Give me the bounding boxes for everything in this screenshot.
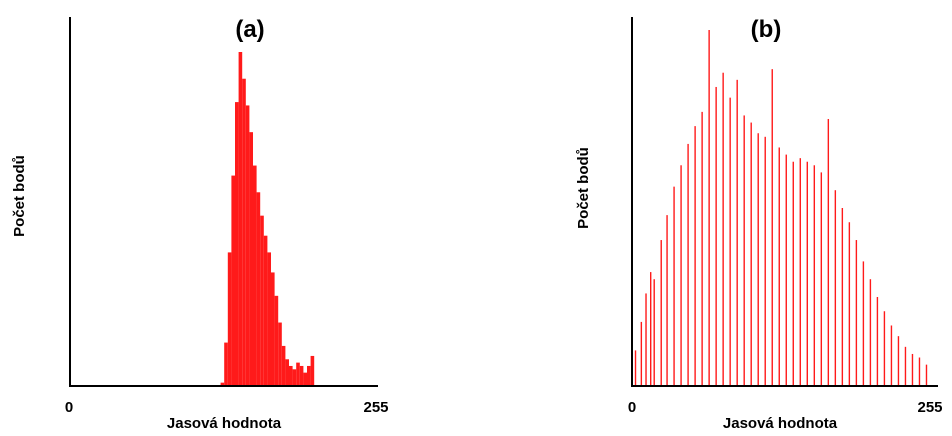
histogram-bar-b [897, 336, 900, 386]
histogram-bar-b [841, 208, 844, 386]
histogram-bar-b [883, 311, 886, 386]
histogram-bar-b [736, 79, 738, 386]
histogram-bar-b [715, 86, 717, 387]
histogram-bar-b [890, 325, 893, 386]
histogram-bar-a [303, 372, 307, 386]
histogram-bar-b [918, 357, 921, 386]
histogram-bar-a [289, 365, 293, 386]
histogram-bar-a [235, 102, 239, 386]
histogram-bar-b [876, 297, 879, 386]
histogram-bar-a [296, 362, 300, 386]
histogram-bar-a [224, 342, 228, 386]
x-tick-label-min-a: 0 [65, 399, 73, 416]
histogram-bar-a [238, 52, 243, 386]
x-tick-label-min-b: 0 [628, 399, 636, 416]
x-tick-label-max-a: 255 [363, 399, 388, 416]
histogram-bar-b [634, 350, 637, 386]
histogram-bar-b [820, 172, 823, 386]
histogram-bar-a [267, 252, 271, 386]
histogram-bar-b [645, 293, 647, 386]
histogram-bar-b [792, 161, 794, 386]
histogram-bar-b [904, 346, 907, 386]
histogram-bar-b [729, 97, 731, 386]
histogram-bar-a [285, 359, 289, 386]
histogram-bar-a [281, 345, 286, 386]
histogram-bar-a [307, 365, 311, 386]
histogram-bar-b [708, 30, 710, 386]
bars-group-b [634, 30, 928, 387]
histogram-bar-b [694, 126, 696, 387]
histogram-bar-b [680, 165, 682, 386]
histogram-bar-b [743, 115, 745, 386]
chart-title-a: (a) [235, 16, 264, 43]
histogram-bar-b [750, 122, 752, 386]
x-axis-label-a: Jasová hodnota [167, 415, 282, 432]
histogram-panel-a: (a) 0 255 Jasová hodnota Počet bodů [11, 16, 389, 432]
histogram-chart-b: (b) 0 255 Jasová hodnota Počet bodů [575, 16, 943, 432]
histogram-bar-b [722, 72, 724, 386]
histogram-bar-b [757, 133, 759, 386]
histogram-bar-a [242, 78, 246, 386]
histogram-bar-a [274, 295, 279, 386]
histogram-bar-b [764, 136, 766, 386]
histogram-bar-b [925, 364, 928, 386]
y-axis-label-a: Počet bodů [11, 155, 28, 237]
histogram-bar-b [827, 119, 830, 386]
histogram-bar-b [666, 215, 668, 386]
histogram-bar-b [806, 161, 808, 386]
histogram-bar-a [263, 235, 268, 386]
histogram-bar-b [660, 240, 662, 386]
histogram-bar-b [701, 111, 703, 386]
histogram-bar-b [799, 158, 801, 386]
histogram-bar-a [245, 105, 250, 386]
histogram-bar-a [220, 382, 225, 386]
histogram-bar-b [771, 69, 773, 386]
histogram-bar-a [292, 369, 297, 386]
x-axis-label-b: Jasová hodnota [723, 415, 838, 432]
histogram-bar-a [299, 365, 304, 386]
histogram-panel-b: (b) 0 255 Jasová hodnota Počet bodů [476, 0, 952, 436]
histogram-bar-b [834, 190, 837, 386]
histogram-bar-a [249, 132, 253, 386]
histogram-bar-a [256, 192, 261, 386]
histogram-bar-b [640, 321, 643, 386]
histogram-bar-b [653, 279, 655, 386]
x-tick-label-max-b: 255 [917, 399, 942, 416]
histogram-bar-b [650, 272, 652, 386]
histogram-bar-a [310, 355, 315, 386]
histogram-bar-b [862, 261, 865, 386]
chart-title-b: (b) [751, 16, 782, 43]
histogram-bar-b [848, 222, 851, 386]
histogram-bar-b [855, 240, 858, 386]
y-axis-label-b: Počet bodů [575, 147, 592, 229]
histogram-bar-a [260, 215, 264, 386]
histogram-bar-b [813, 165, 816, 386]
histogram-bar-a [271, 272, 275, 386]
histogram-bar-a [227, 252, 232, 386]
histogram-bar-a [278, 322, 282, 386]
histogram-bar-b [778, 147, 780, 386]
histogram-chart-a: (a) 0 255 Jasová hodnota Počet bodů [11, 16, 389, 432]
histogram-bar-b [687, 143, 689, 386]
histogram-bar-a [231, 175, 235, 386]
histogram-bar-b [869, 279, 872, 386]
histogram-bar-a [253, 165, 257, 386]
histogram-bar-b [911, 353, 914, 386]
histogram-bar-b [673, 186, 675, 386]
bars-group-a [220, 52, 315, 386]
histogram-bar-b [785, 154, 787, 386]
